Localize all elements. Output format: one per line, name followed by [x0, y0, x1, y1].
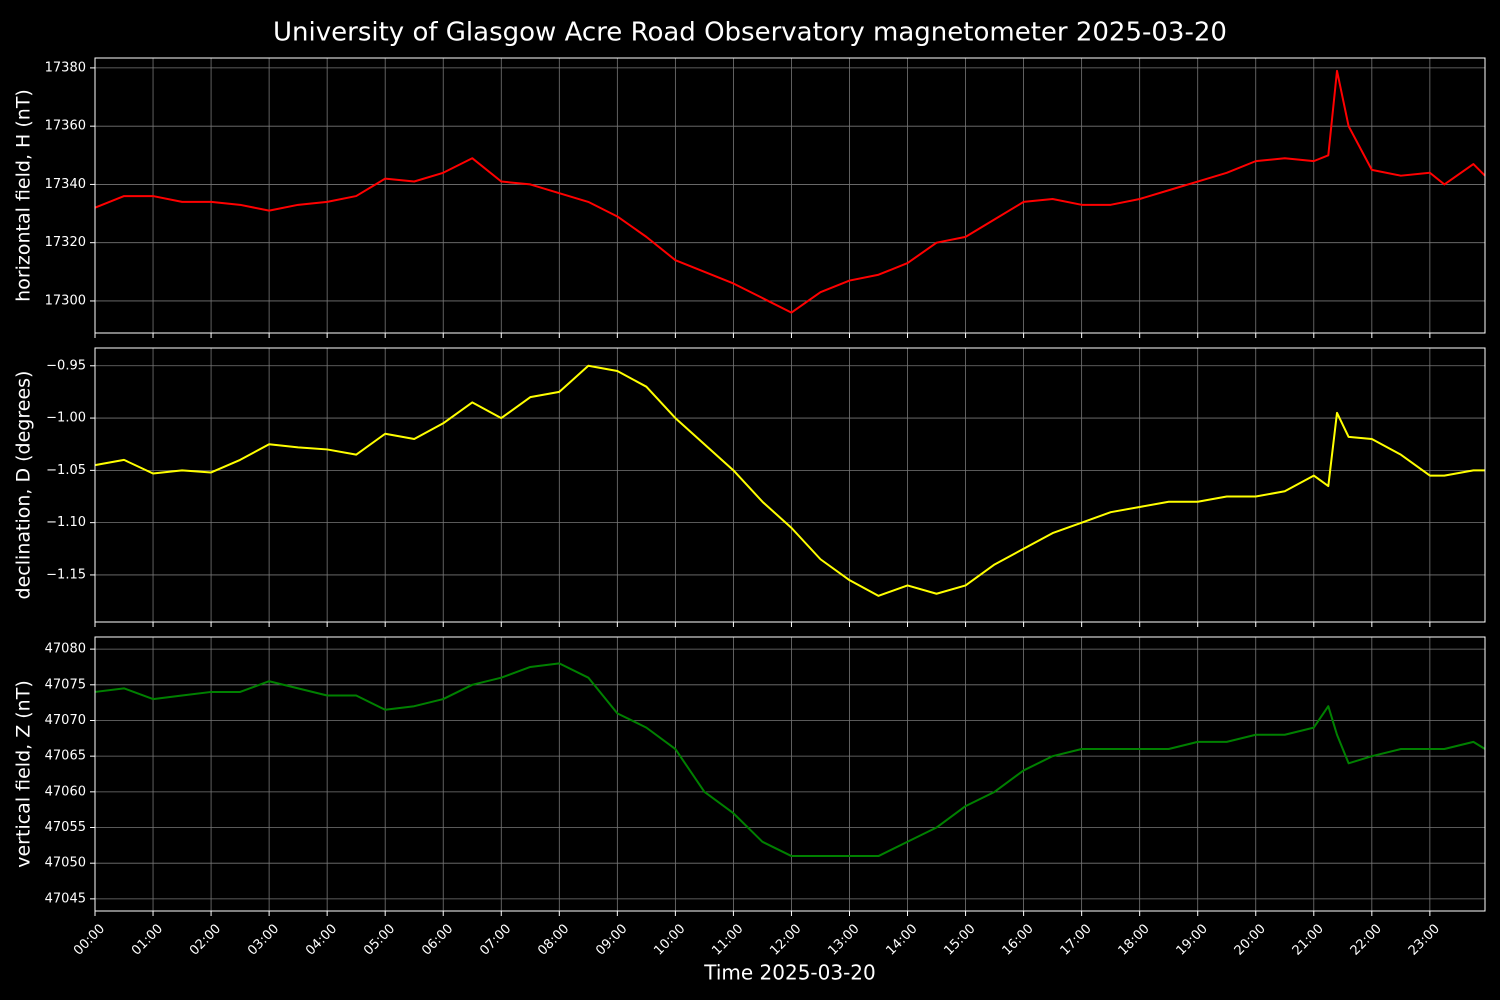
y-tick-label: 47055 — [45, 820, 86, 835]
y-tick-label: 47065 — [45, 749, 86, 764]
y-tick-label: −0.95 — [46, 358, 86, 373]
axes-frame — [94, 347, 1486, 623]
y-tick-label: 47050 — [45, 856, 86, 871]
y-tick-label: 47060 — [45, 784, 86, 799]
y-tick-label: 17300 — [45, 293, 86, 308]
data-line — [94, 69, 1486, 314]
y-tick-label: −1.10 — [46, 515, 86, 530]
y-tick-label: 17340 — [45, 177, 86, 192]
y-axis-label: vertical field, Z (nT) — [13, 680, 35, 868]
figure-title: University of Glasgow Acre Road Observat… — [273, 18, 1227, 48]
y-tick-label: −1.05 — [46, 463, 86, 478]
y-tick-label: −1.00 — [46, 411, 86, 426]
y-tick-label: 47075 — [45, 677, 86, 692]
data-line — [94, 662, 1486, 858]
data-line — [94, 364, 1485, 597]
y-tick-label: 17360 — [45, 119, 86, 134]
y-tick-label: 47070 — [45, 713, 86, 728]
axes-frame — [94, 636, 1486, 912]
y-tick-label: 17320 — [45, 235, 86, 250]
x-axis-label: Time 2025-03-20 — [703, 961, 876, 985]
y-tick-label: −1.15 — [46, 567, 86, 582]
y-tick-label: 17380 — [45, 60, 86, 75]
y-axis-label: declination, D (degrees) — [13, 371, 35, 600]
y-tick-label: 47045 — [45, 891, 86, 906]
y-tick-label: 47080 — [45, 642, 86, 657]
y-axis-label: horizontal field, H (nT) — [13, 89, 35, 302]
axes-frame — [94, 57, 1486, 334]
